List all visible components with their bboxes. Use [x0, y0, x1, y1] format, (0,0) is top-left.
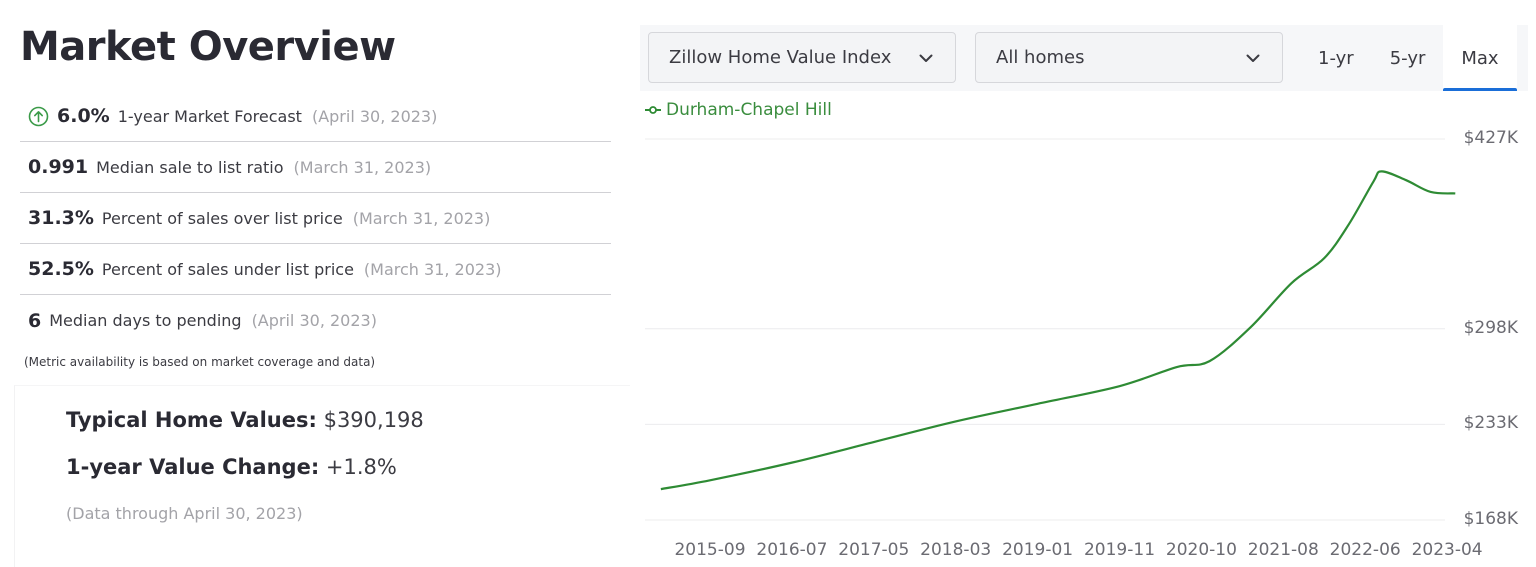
- metric-date: (March 31, 2023): [293, 157, 432, 177]
- y-tick-label: $427K: [1463, 128, 1518, 148]
- chevron-down-icon: [1246, 54, 1260, 62]
- metric-label: Percent of sales over list price: [101, 208, 343, 228]
- x-tick-label: 2017-05: [838, 540, 910, 560]
- typical-home-values-amount: $390,198: [323, 408, 424, 432]
- page-title: Market Overview: [20, 24, 396, 70]
- home-values-card: Typical Home Values: $390,198 1-year Val…: [14, 385, 630, 567]
- metric-date: (April 30, 2023): [251, 311, 377, 330]
- metric-row-under-list: 52.5% Percent of sales under list price …: [20, 244, 611, 295]
- x-tick-label: 2019-11: [1083, 540, 1156, 560]
- chart-toolbar: Zillow Home Value Index All homes 1-yr 5…: [640, 25, 1528, 91]
- x-tick-label: 2018-03: [920, 540, 992, 560]
- metrics-list: 6.0% 1-year Market Forecast (April 30, 2…: [20, 91, 611, 346]
- home-type-dropdown-value: All homes: [996, 47, 1085, 68]
- x-tick-label: 2019-01: [1002, 540, 1074, 560]
- x-tick-label: 2023-04: [1411, 540, 1483, 560]
- chart-legend[interactable]: Durham-Chapel Hill: [645, 100, 832, 120]
- series-line[interactable]: [660, 170, 1456, 491]
- value-change-amount: +1.8%: [325, 455, 397, 479]
- metric-date: (March 31, 2023): [363, 259, 502, 279]
- value-change-label: 1-year Value Change:: [66, 455, 320, 479]
- metric-value: 6.0%: [57, 105, 110, 127]
- metric-value: 0.991: [28, 156, 89, 178]
- x-tick-label: 2022-06: [1329, 540, 1401, 560]
- home-type-dropdown[interactable]: All homes: [975, 32, 1283, 83]
- home-value-chart: $427K $298K $233K $168K 2015-09 2016-07 2017-…: [640, 120, 1536, 567]
- metric-label: Median sale to list ratio: [96, 157, 284, 177]
- x-tick-label: 2021-08: [1247, 540, 1319, 560]
- metric-label: Median days to pending: [49, 311, 242, 330]
- arrow-up-circle-icon: [28, 106, 49, 127]
- metric-value: 6: [28, 309, 42, 332]
- data-through-note: (Data through April 30, 2023): [66, 504, 303, 523]
- x-tick-label: 2016-07: [756, 540, 828, 560]
- tab-5-yr[interactable]: 5-yr: [1389, 47, 1426, 69]
- legend-series-name: Durham-Chapel Hill: [666, 100, 832, 120]
- metric-label: Percent of sales under list price: [101, 259, 354, 279]
- metric-row-over-list: 31.3% Percent of sales over list price (…: [20, 193, 611, 244]
- metric-row-forecast: 6.0% 1-year Market Forecast (April 30, 2…: [20, 91, 611, 142]
- y-tick-label: $298K: [1463, 317, 1518, 338]
- metric-dropdown[interactable]: Zillow Home Value Index: [648, 32, 956, 83]
- metric-value: 52.5%: [28, 258, 94, 280]
- y-tick-label: $168K: [1463, 509, 1518, 529]
- x-tick-label: 2015-09: [674, 540, 746, 560]
- tab-1-yr[interactable]: 1-yr: [1318, 47, 1354, 69]
- x-tick-label: 2020-10: [1165, 540, 1237, 560]
- value-change: 1-year Value Change: +1.8%: [66, 455, 397, 479]
- market-overview-panel: Market Overview 6.0% 1-year Market Forec…: [0, 0, 630, 567]
- metric-row-days-to-pending: 6 Median days to pending (April 30, 2023…: [20, 295, 611, 346]
- metric-availability-note: (Metric availability is based on market …: [24, 355, 376, 369]
- chevron-down-icon: [919, 54, 933, 62]
- metric-dropdown-value: Zillow Home Value Index: [669, 47, 892, 68]
- legend-marker-icon: [645, 106, 661, 114]
- metric-row-sale-to-list: 0.991 Median sale to list ratio (March 3…: [20, 142, 611, 193]
- typical-home-values: Typical Home Values: $390,198: [66, 408, 424, 432]
- typical-home-values-label: Typical Home Values:: [66, 408, 317, 432]
- y-tick-label: $233K: [1463, 413, 1518, 434]
- metric-date: (March 31, 2023): [352, 208, 491, 228]
- metric-label: 1-year Market Forecast: [117, 106, 302, 126]
- time-range-tabs: 1-yr 5-yr Max: [1300, 25, 1517, 91]
- metric-value: 31.3%: [28, 207, 94, 229]
- line-chart-plot: [645, 138, 1456, 521]
- tab-max[interactable]: Max: [1443, 25, 1517, 91]
- metric-date: (April 30, 2023): [311, 106, 438, 126]
